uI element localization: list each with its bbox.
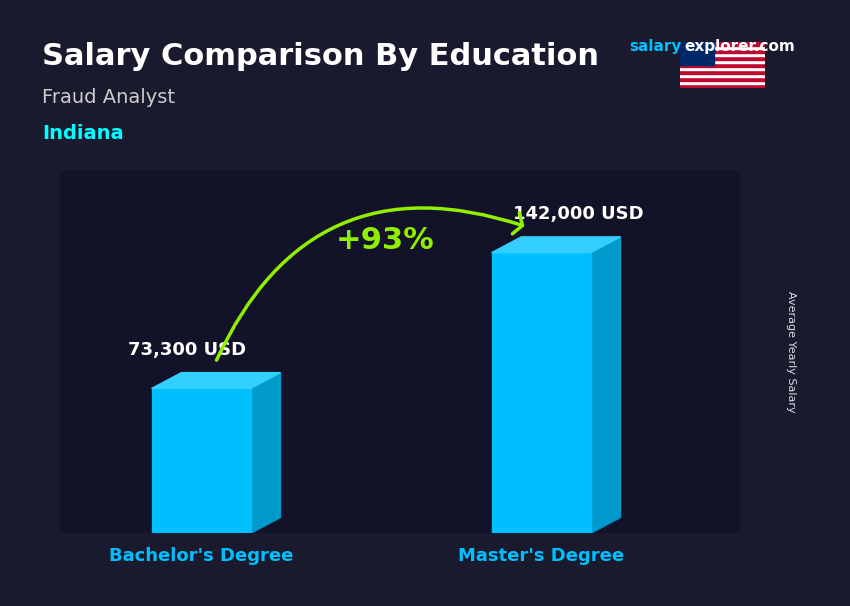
Bar — [680, 56, 765, 60]
Polygon shape — [591, 237, 620, 533]
Bar — [680, 53, 765, 56]
Bar — [680, 42, 765, 46]
Text: Fraud Analyst: Fraud Analyst — [42, 88, 175, 107]
Bar — [680, 64, 765, 67]
Bar — [680, 70, 765, 74]
Polygon shape — [491, 237, 620, 253]
Bar — [680, 42, 714, 65]
Text: explorer.com: explorer.com — [684, 39, 795, 55]
Bar — [680, 50, 765, 53]
Polygon shape — [251, 373, 280, 533]
Bar — [491, 253, 591, 533]
Bar — [680, 84, 765, 88]
Bar — [680, 78, 765, 81]
Text: +93%: +93% — [336, 225, 434, 255]
Bar — [151, 388, 251, 533]
Bar — [680, 60, 765, 64]
Polygon shape — [151, 373, 280, 388]
Text: Salary Comparison By Education: Salary Comparison By Education — [42, 42, 599, 72]
Bar — [680, 67, 765, 70]
Bar — [680, 74, 765, 78]
Bar — [680, 46, 765, 50]
Text: 73,300 USD: 73,300 USD — [128, 341, 246, 359]
Text: Average Yearly Salary: Average Yearly Salary — [785, 291, 796, 412]
Text: 142,000 USD: 142,000 USD — [513, 205, 643, 223]
Text: Indiana: Indiana — [42, 124, 124, 143]
Bar — [680, 81, 765, 84]
Text: salary: salary — [629, 39, 682, 55]
